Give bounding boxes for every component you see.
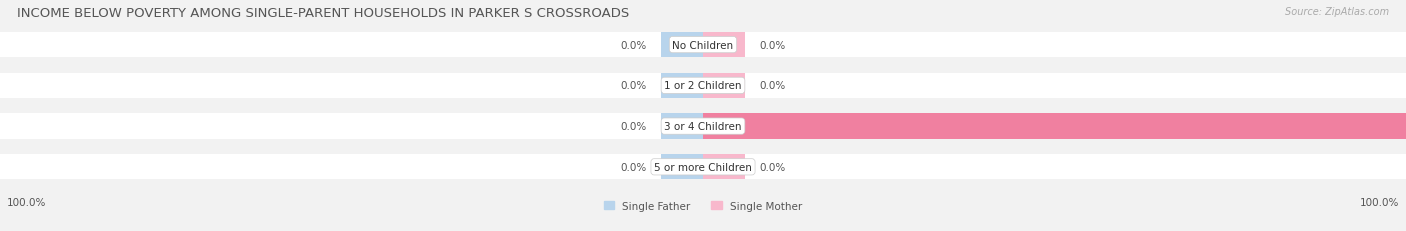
- Bar: [661, 155, 703, 180]
- Bar: [703, 73, 745, 99]
- Text: 100.0%: 100.0%: [1360, 197, 1399, 207]
- Bar: [703, 155, 745, 180]
- Bar: [703, 114, 1406, 139]
- Text: 0.0%: 0.0%: [620, 162, 647, 172]
- Text: 0.0%: 0.0%: [620, 122, 647, 131]
- Bar: [0, 155, 703, 180]
- Text: 0.0%: 0.0%: [759, 81, 786, 91]
- Bar: [703, 33, 745, 58]
- Bar: [661, 114, 703, 139]
- Text: 0.0%: 0.0%: [620, 81, 647, 91]
- Text: 0.0%: 0.0%: [620, 40, 647, 50]
- Bar: [661, 33, 703, 58]
- Text: 0.0%: 0.0%: [759, 40, 786, 50]
- Text: Source: ZipAtlas.com: Source: ZipAtlas.com: [1285, 7, 1389, 17]
- Bar: [703, 155, 1406, 180]
- Bar: [661, 73, 703, 99]
- Text: 5 or more Children: 5 or more Children: [654, 162, 752, 172]
- Text: 1 or 2 Children: 1 or 2 Children: [664, 81, 742, 91]
- Legend: Single Father, Single Mother: Single Father, Single Mother: [603, 201, 803, 211]
- Bar: [0, 114, 703, 139]
- Text: INCOME BELOW POVERTY AMONG SINGLE-PARENT HOUSEHOLDS IN PARKER S CROSSROADS: INCOME BELOW POVERTY AMONG SINGLE-PARENT…: [17, 7, 628, 20]
- Text: No Children: No Children: [672, 40, 734, 50]
- Text: 0.0%: 0.0%: [759, 162, 786, 172]
- Bar: [703, 114, 1406, 139]
- Text: 3 or 4 Children: 3 or 4 Children: [664, 122, 742, 131]
- Bar: [703, 33, 1406, 58]
- Text: 100.0%: 100.0%: [7, 197, 46, 207]
- Bar: [0, 73, 703, 99]
- Bar: [0, 33, 703, 58]
- Bar: [703, 73, 1406, 99]
